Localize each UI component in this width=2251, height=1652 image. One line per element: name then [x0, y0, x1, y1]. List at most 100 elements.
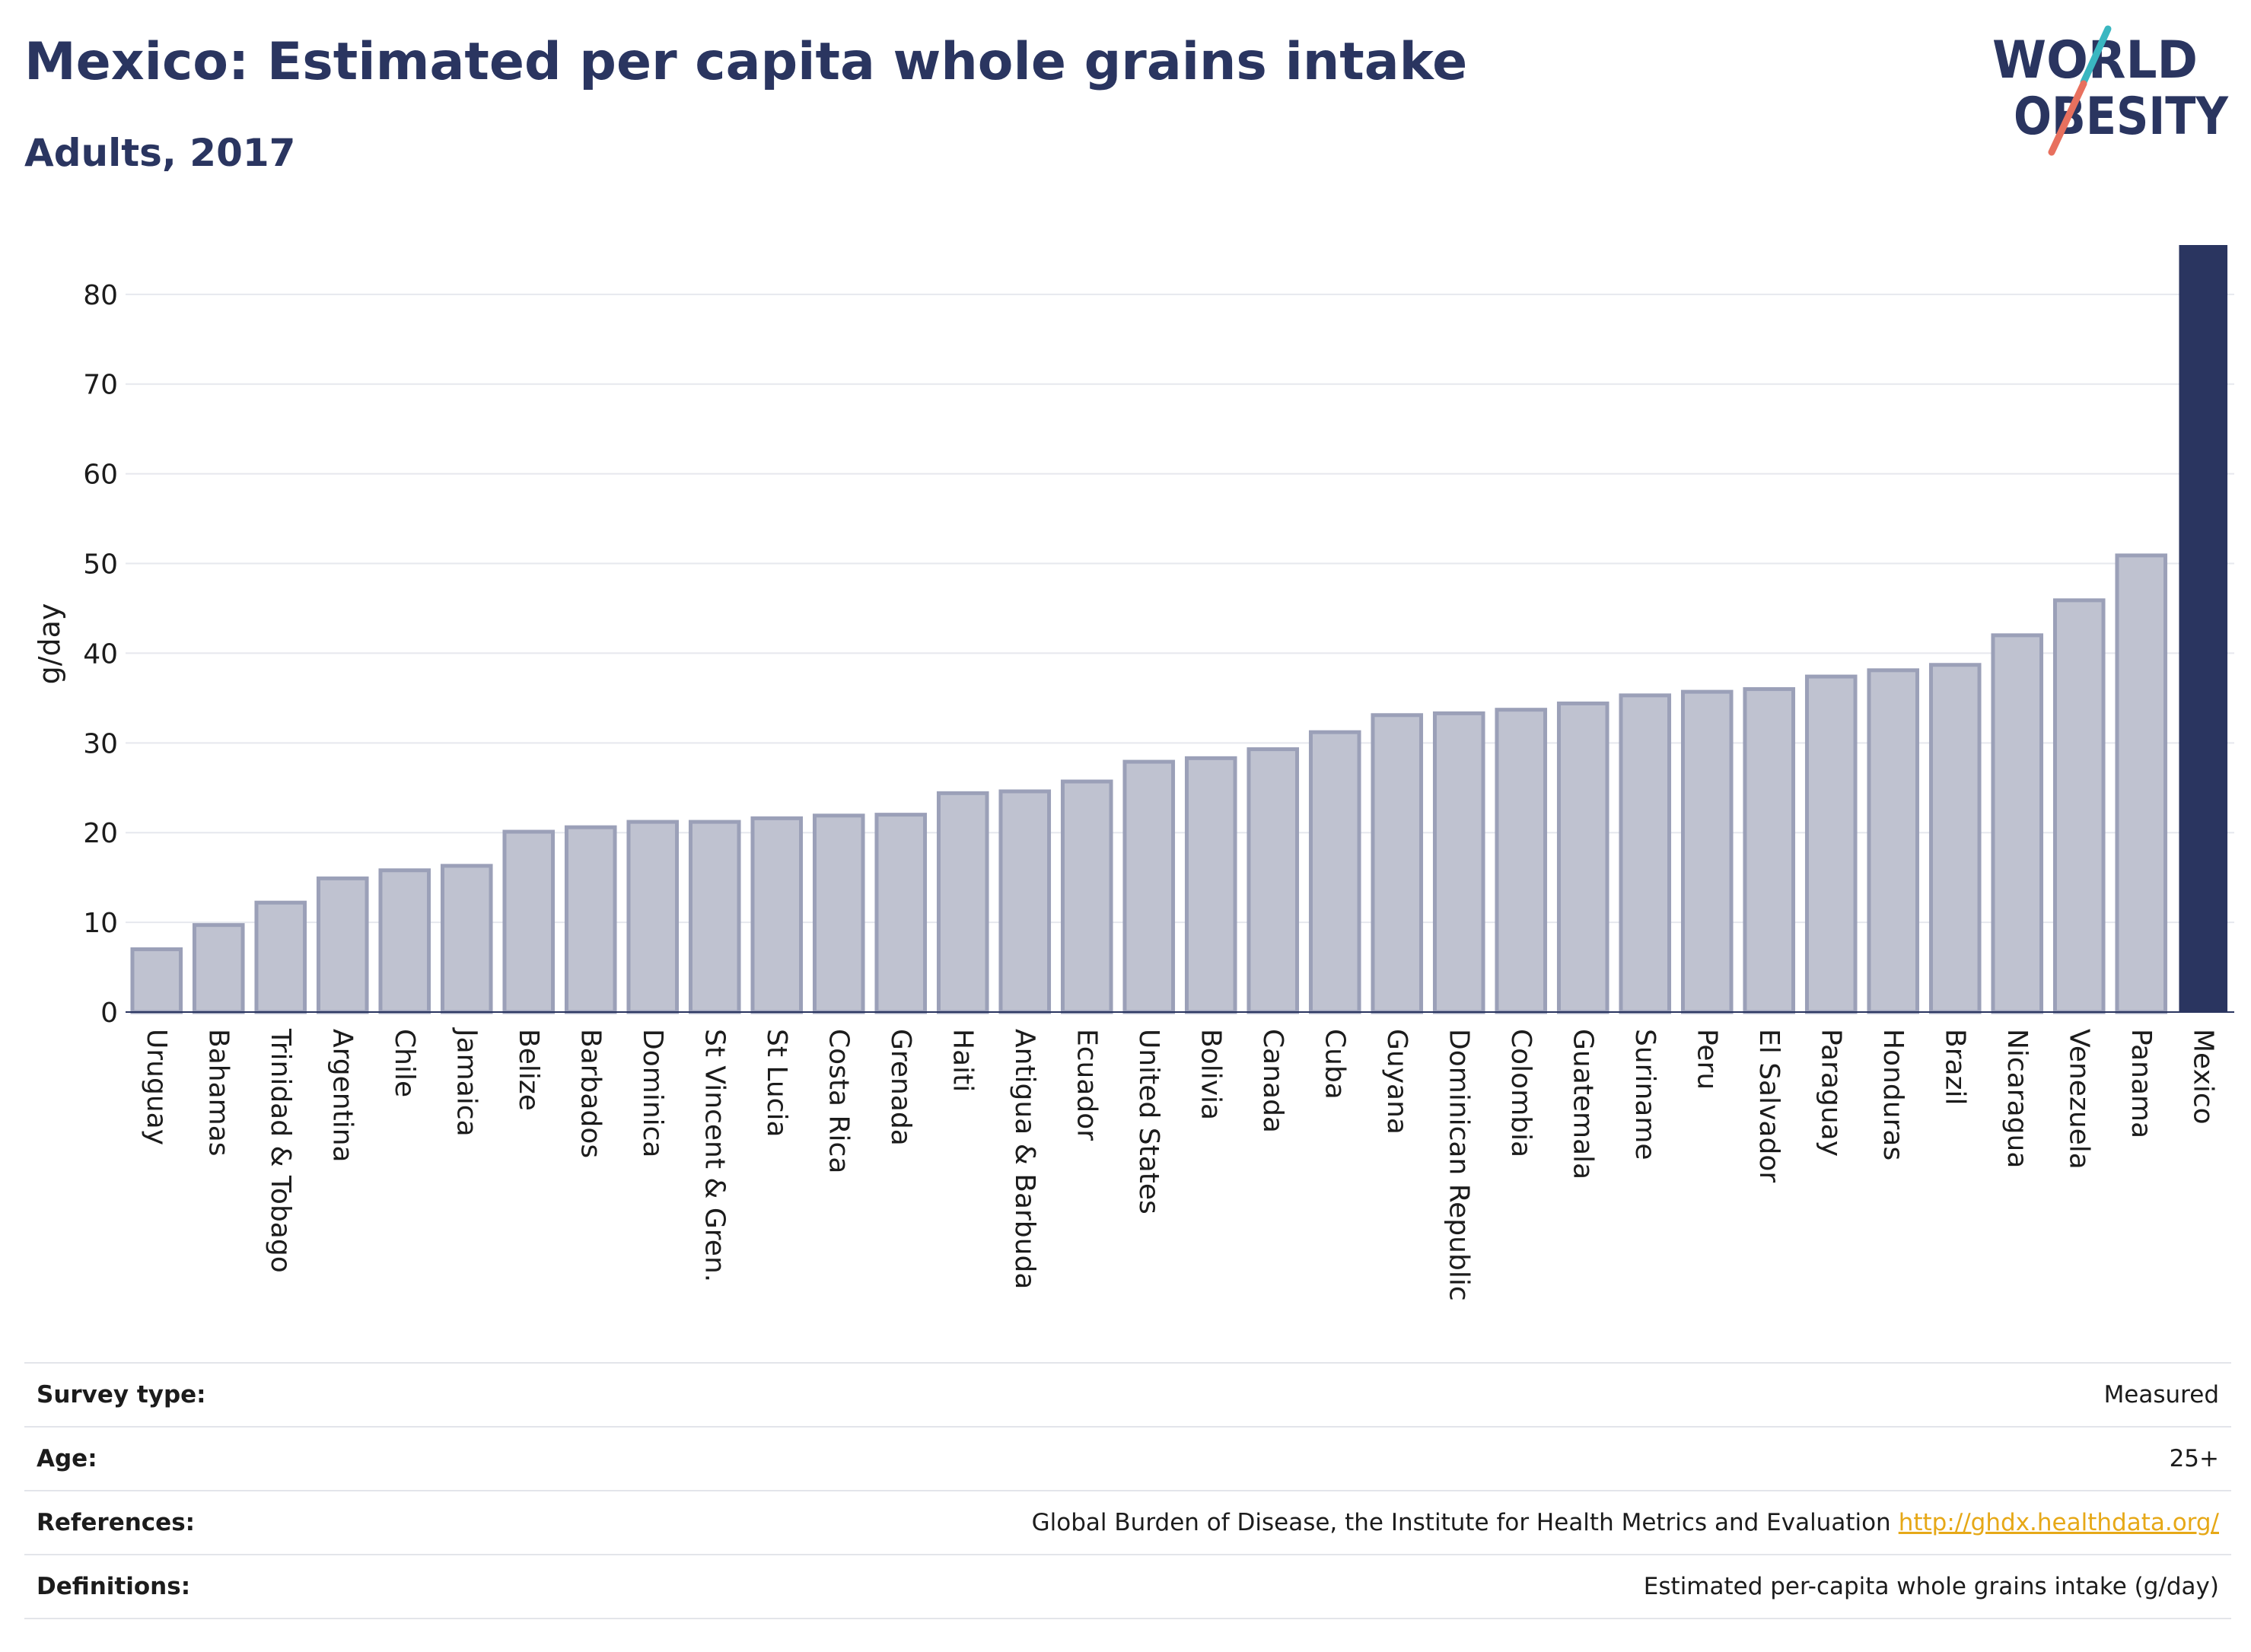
bar-barbados [564, 825, 617, 1014]
y-tick-label: 50 [83, 549, 118, 581]
y-tick-label: 30 [83, 728, 118, 759]
bar-guyana [1371, 713, 1424, 1014]
bar-venezuela [2052, 598, 2106, 1014]
bar-cuba [1308, 730, 1361, 1014]
bar-st-lucia [750, 816, 804, 1014]
chart-subtitle: Adults, 2017 [24, 131, 296, 175]
metadata-row: Definitions: Estimated per-capita whole g… [24, 1554, 2231, 1619]
metadata-value: Global Burden of Disease, the Institute … [1032, 1509, 2231, 1536]
bar-suriname [1619, 693, 1672, 1014]
logo-coral-stroke [2048, 80, 2087, 156]
x-tick-label: Panama [2125, 1029, 2157, 1138]
bar-el-salvador [1743, 687, 1796, 1014]
bar-peru [1680, 689, 1734, 1014]
x-tick-label: Costa Rica [823, 1029, 854, 1173]
metadata-label: Survey type: [37, 1381, 206, 1408]
x-tick-label: Guatemala [1567, 1029, 1598, 1179]
metadata-row: References: Global Burden of Disease, the… [24, 1490, 2231, 1554]
metadata-table: Survey type: Measured Age: 25+ References: Gl… [24, 1362, 2231, 1619]
metadata-value: Measured [2104, 1381, 2231, 1408]
x-tick-label: Mexico [2187, 1029, 2218, 1125]
y-tick-label: 20 [83, 818, 118, 849]
metadata-value-text: Measured [2103, 1381, 2219, 1408]
x-tick-label: El Salvador [1753, 1029, 1785, 1183]
x-tick-label: United States [1133, 1029, 1164, 1214]
world-obesity-logo: WORLD OBESITY [1992, 25, 2229, 156]
bar-honduras [1867, 668, 1920, 1014]
x-tick-label: Antigua & Barbuda [1009, 1029, 1040, 1289]
bar-colombia [1495, 708, 1548, 1014]
bar-brazil [1928, 663, 1982, 1014]
bar-st-vincent-gren [688, 820, 741, 1014]
bar-panama [2115, 553, 2168, 1014]
bar-mexico [2179, 245, 2228, 1012]
x-tick-label: Jamaica [451, 1027, 482, 1137]
x-tick-label: Brazil [1939, 1029, 1970, 1105]
x-tick-label: Venezuela [2063, 1029, 2094, 1170]
x-tick-label: Dominica [637, 1029, 668, 1158]
x-tick-label: Dominican Republic [1443, 1029, 1474, 1301]
bar-grenada [874, 813, 928, 1014]
logo-teal-stroke [2080, 25, 2112, 86]
metadata-value: Estimated per-capita whole grains intake… [1644, 1573, 2231, 1600]
y-tick-label: 10 [83, 908, 118, 939]
x-tick-label: Guyana [1381, 1029, 1412, 1135]
x-tick-label: Uruguay [141, 1029, 172, 1145]
x-tick-label: Argentina [326, 1029, 358, 1163]
x-tick-label: Paraguay [1815, 1029, 1846, 1157]
metadata-value-text: Global Burden of Disease, the Institute … [1031, 1509, 1891, 1536]
y-axis-ticks: 0 10 20 30 40 50 60 70 80 [83, 280, 118, 1029]
y-axis-label: g/day [33, 603, 66, 685]
metadata-row: Survey type: Measured [24, 1362, 2231, 1426]
logo-text-obesity: OBESITY [2014, 87, 2229, 147]
x-tick-label: Barbados [575, 1029, 606, 1158]
x-tick-label: Bahamas [202, 1029, 234, 1157]
bar-dominica [626, 820, 680, 1014]
x-tick-label: Chile [389, 1029, 420, 1097]
bar-bolivia [1184, 756, 1237, 1014]
bar-jamaica [440, 864, 493, 1014]
x-tick-label: Canada [1257, 1029, 1288, 1133]
metadata-label: Age: [37, 1445, 97, 1472]
x-tick-label: Honduras [1877, 1029, 1909, 1160]
bars [130, 245, 2228, 1014]
bar-argentina [316, 876, 369, 1014]
metadata-value-text: 25+ [2169, 1445, 2219, 1472]
x-tick-label: Belize [513, 1029, 544, 1111]
bar-dominican-republic [1432, 711, 1485, 1014]
chart-title: Mexico: Estimated per capita whole grain… [24, 32, 1468, 92]
x-tick-label: Ecuador [1071, 1029, 1102, 1141]
x-tick-label: Colombia [1505, 1029, 1536, 1157]
x-tick-label: St Vincent & Gren. [699, 1029, 730, 1282]
metadata-label: Definitions: [37, 1573, 191, 1600]
bar-chart: 0 10 20 30 40 50 60 70 80 Uruguay Bahamas Trinidad… [33, 245, 2234, 1301]
x-tick-label: Trinidad & Tobago [265, 1028, 296, 1273]
bar-ecuador [1060, 779, 1113, 1014]
bar-trinidad-tobago [254, 900, 307, 1014]
bar-bahamas [192, 923, 245, 1014]
bar-antigua-barbuda [998, 789, 1052, 1014]
bar-chile [378, 868, 431, 1014]
x-tick-label: Nicaragua [2001, 1029, 2033, 1168]
metadata-label: References: [37, 1509, 196, 1536]
x-tick-label: Peru [1691, 1029, 1722, 1090]
x-tick-label: Bolivia [1195, 1029, 1226, 1120]
bar-costa-rica [812, 813, 865, 1014]
x-tick-label: Cuba [1319, 1029, 1350, 1100]
bar-belize [502, 829, 556, 1014]
bar-nicaragua [1991, 633, 2044, 1014]
y-tick-label: 0 [100, 998, 118, 1029]
y-tick-label: 60 [83, 460, 118, 491]
bar-canada [1246, 747, 1300, 1014]
metadata-value-text: Estimated per-capita whole grains intake… [1643, 1573, 2219, 1600]
bar-haiti [936, 791, 989, 1014]
x-tick-label: St Lucia [761, 1029, 792, 1138]
x-tick-label: Suriname [1629, 1029, 1660, 1160]
x-tick-label: Grenada [885, 1029, 916, 1146]
x-tick-label: Haiti [947, 1029, 978, 1092]
bar-guatemala [1556, 701, 1609, 1014]
metadata-value: 25+ [2170, 1445, 2231, 1472]
y-tick-label: 80 [83, 280, 118, 311]
bar-uruguay [130, 947, 183, 1014]
reference-link[interactable]: http://ghdx.healthdata.org/ [1898, 1509, 2219, 1536]
